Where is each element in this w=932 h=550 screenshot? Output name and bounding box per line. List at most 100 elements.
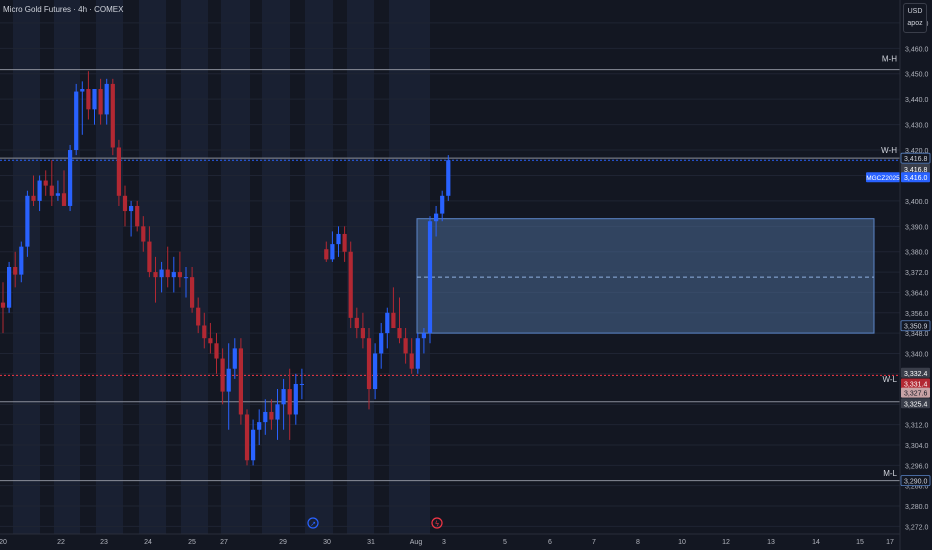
- time-tick-label: Aug: [410, 539, 423, 546]
- price-tag-bg: [901, 378, 930, 389]
- candle-body: [183, 277, 189, 279]
- candle-body: [293, 383, 298, 415]
- candle-body: [31, 195, 36, 201]
- candle-body: [37, 180, 42, 201]
- time-tick-label: 10: [678, 539, 686, 546]
- time-tick-label: 29: [279, 539, 287, 546]
- currency-selector[interactable]: USD apoz: [903, 3, 927, 33]
- candle-body: [440, 195, 445, 214]
- candle-body: [403, 338, 408, 354]
- level-label-m-h: M-H: [882, 54, 897, 63]
- level-label-m-l: M-L: [883, 469, 897, 478]
- candle-body: [232, 348, 237, 369]
- candle-body: [287, 389, 292, 415]
- candle-body: [226, 368, 231, 392]
- candle-body: [366, 338, 372, 390]
- candle-body: [43, 180, 48, 186]
- price-tick-label: 3,400.0: [905, 199, 928, 206]
- time-tick-label: 31: [367, 539, 375, 546]
- candle-body: [13, 267, 18, 275]
- candle-body: [275, 404, 280, 420]
- candle-body: [360, 328, 365, 339]
- candle-body: [153, 272, 158, 278]
- price-tick-label: 3,380.0: [905, 250, 928, 257]
- price-tick-label: 3,272.0: [905, 524, 928, 531]
- session-band: [181, 0, 208, 534]
- price-tick-label: 3,440.0: [905, 97, 928, 104]
- candle-body: [68, 150, 73, 206]
- candle-body: [25, 195, 30, 247]
- price-tag-bg: [900, 320, 931, 332]
- flash-icon-circle: [431, 517, 443, 529]
- currency-label: USD: [907, 8, 923, 15]
- candle-body: [171, 272, 176, 278]
- time-tick-label: 22: [57, 539, 65, 546]
- candle-body: [141, 226, 146, 242]
- candle-body: [92, 89, 97, 110]
- price-tick-label: 3,280.0: [905, 504, 928, 511]
- candle-body: [220, 358, 225, 392]
- candle-body: [263, 411, 268, 423]
- price-tag-bg: [900, 475, 931, 487]
- price-tick-label: 3,340.0: [905, 351, 928, 358]
- time-tick-label: 8: [636, 539, 640, 546]
- price-tag-bg: [901, 172, 930, 183]
- time-tick-label: 20: [0, 539, 7, 546]
- price-tick-label: 3,420.0: [905, 148, 928, 155]
- time-tick-label: 5: [503, 539, 507, 546]
- price-tick-label: 3,296.0: [905, 463, 928, 470]
- time-tick-label: 17: [886, 539, 894, 546]
- price-tick-label: 3,348.0: [905, 331, 928, 338]
- session-band: [96, 0, 123, 534]
- candle-body: [19, 246, 24, 275]
- time-tick-label: 13: [767, 539, 775, 546]
- candle-body: [208, 338, 213, 344]
- candle-body: [427, 221, 433, 334]
- candle-body: [385, 312, 390, 334]
- session-band: [54, 0, 80, 534]
- candle-body: [330, 244, 335, 260]
- dividend-icon-circle: [307, 517, 319, 529]
- candle-body: [98, 89, 103, 115]
- candle-body: [257, 422, 262, 430]
- price-tick-label: 3,312.0: [905, 423, 928, 430]
- candle-body: [214, 343, 219, 359]
- candle-body: [177, 272, 182, 278]
- candle-body: [196, 307, 201, 326]
- price-tag-bg: [900, 152, 931, 164]
- price-tick-label: 3,390.0: [905, 224, 928, 231]
- symbol-tag-bg: [866, 172, 900, 183]
- candle-body: [336, 233, 341, 245]
- candle-body: [348, 251, 353, 318]
- price-tag-label: 3,327.6: [904, 391, 927, 398]
- time-tick-label: 23: [100, 539, 108, 546]
- candle-body: [135, 205, 140, 227]
- time-tick-label: 24: [144, 539, 152, 546]
- candle-body: [110, 83, 115, 148]
- candle-body: [49, 185, 54, 196]
- dividend-icon-glyph: ↗: [310, 520, 316, 528]
- candle-body: [104, 83, 109, 115]
- price-tick-label: 3,450.0: [905, 72, 928, 79]
- candle-body: [80, 89, 85, 92]
- candle-body: [324, 249, 329, 260]
- candle-body: [409, 353, 414, 369]
- time-tick-label: 15: [856, 539, 864, 546]
- candle-body: [342, 233, 347, 252]
- time-tick-label: 14: [812, 539, 820, 546]
- candle-body: [116, 147, 121, 196]
- candle-body: [129, 205, 134, 212]
- candle-body: [397, 328, 402, 339]
- dividend-icon: ↗: [307, 517, 319, 529]
- time-tick-label: 30: [323, 539, 331, 546]
- price-tag-bg: [901, 163, 930, 174]
- candle-body: [373, 353, 378, 390]
- price-tag-label: 3,290.0: [904, 479, 927, 486]
- price-tag-label: 3,325.4: [904, 401, 927, 408]
- price-tick-label: 3,288.0: [905, 484, 928, 491]
- price-tick-label: 3,304.0: [905, 443, 928, 450]
- price-tag-label: 3,416.8: [904, 167, 927, 174]
- time-tick-label: 3: [442, 539, 446, 546]
- candle-body: [269, 411, 274, 420]
